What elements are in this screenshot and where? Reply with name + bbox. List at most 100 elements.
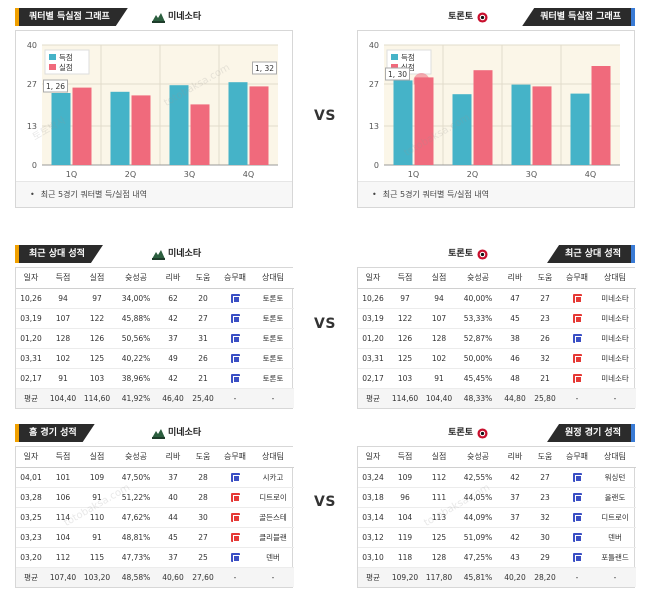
legend-scored-swatch <box>391 54 398 60</box>
win-badge-icon <box>572 293 582 303</box>
opponent-cell: 토론토 <box>252 328 294 349</box>
conceded-bar <box>72 87 92 165</box>
opponent-cell: 디트로이 <box>252 487 294 508</box>
column-header: 상대팀 <box>594 268 636 289</box>
stat-cell: 117,80 <box>422 567 456 587</box>
table-row: 03,19 107 122 45,88% 42 27 토론토 <box>16 308 294 329</box>
average-row: 평균 107,40 103,20 48,58% 40,60 27,60- - <box>16 567 294 587</box>
right-away-title: 원정 경기 성적 <box>547 424 635 442</box>
stat-cell: 122 <box>388 308 422 329</box>
loss-badge-icon <box>572 532 582 542</box>
right-h2h-team-label: 토론토 <box>448 247 489 261</box>
stat-cell: 37 <box>500 507 530 528</box>
opponent-cell: 워싱턴 <box>594 467 636 488</box>
column-header: 일자 <box>358 447 388 468</box>
loss-badge-icon <box>230 552 240 562</box>
stat-cell: 102 <box>46 348 80 369</box>
stat-cell: 125 <box>388 348 422 369</box>
stat-cell: 25,40 <box>188 388 218 408</box>
result-cell <box>218 467 252 488</box>
table-row: 03,24 109 112 42,55% 42 27 워싱턴 <box>358 467 636 488</box>
stat-cell: 114,60 <box>388 388 422 408</box>
right-chart-footnote: • 최근 5경기 쿼터별 득/실점 내역 <box>358 181 634 207</box>
stat-cell: 44 <box>158 507 188 528</box>
legend-scored-swatch <box>49 54 56 60</box>
stat-cell: 03,19 <box>16 308 46 329</box>
stat-cell: 42,55% <box>456 467 500 488</box>
scored-bar <box>511 84 531 165</box>
stat-cell: 03,31 <box>358 348 388 369</box>
y-tick-label: 0 <box>32 161 37 170</box>
conceded-bar <box>414 77 434 165</box>
right-h2h-table: 일자 득점 실점 슛성공 리바 도움 승무패 상대팀 10,26 97 94 40,00% 47 27 미네… <box>358 268 636 408</box>
stat-cell: 45 <box>158 527 188 548</box>
win-badge-icon <box>230 532 240 542</box>
opponent-cell: 토론토 <box>252 368 294 389</box>
x-tick-label: 2Q <box>125 170 136 179</box>
stat-cell: 44,09% <box>456 507 500 528</box>
win-badge-icon <box>230 492 240 502</box>
stat-cell: 30 <box>530 527 560 548</box>
column-header: 실점 <box>422 268 456 289</box>
left-quarter-chart-panel: 쿼터별 득실점 그래프 미네소타 0 13 27 40 1Q 2Q 3Q 4Q 득점 실점 1, 2… <box>15 8 293 208</box>
column-header: 슛성공 <box>114 447 158 468</box>
conceded-bar <box>473 70 493 165</box>
conceded-bar <box>131 95 151 165</box>
loss-badge-icon <box>230 353 240 363</box>
legend-conceded-swatch <box>391 64 398 70</box>
stat-cell: 31 <box>188 328 218 349</box>
result-cell <box>218 487 252 508</box>
stat-cell: 38,96% <box>114 368 158 389</box>
y-tick-label: 0 <box>374 161 379 170</box>
column-header: 리바 <box>500 268 530 289</box>
column-header: 도움 <box>188 268 218 289</box>
right-team-name: 토론토 <box>448 12 473 22</box>
stat-cell: 47,62% <box>114 507 158 528</box>
right-away-header: 토론토 원정 경기 성적 <box>357 424 635 442</box>
stat-cell: 23 <box>530 308 560 329</box>
conceded-bar <box>591 66 611 165</box>
vs-label-1: VS <box>314 108 336 124</box>
loss-badge-icon <box>230 293 240 303</box>
stat-cell: 28,20 <box>530 567 560 587</box>
stat-cell: 45,81% <box>456 567 500 587</box>
right-chart-title: 쿼터별 득실점 그래프 <box>522 8 635 26</box>
opponent-cell: 시카고 <box>252 467 294 488</box>
loss-badge-icon <box>572 552 582 562</box>
tooltip-text: 1, 30 <box>388 70 407 79</box>
win-badge-icon <box>230 512 240 522</box>
column-header: 일자 <box>16 268 46 289</box>
column-header: 상대팀 <box>594 447 636 468</box>
stat-cell: 26 <box>530 328 560 349</box>
scored-bar <box>570 93 590 165</box>
stat-cell: 29 <box>530 547 560 568</box>
opponent-cell: 골든스테 <box>252 507 294 528</box>
column-header: 일자 <box>358 268 388 289</box>
left-h2h-table-box: 일자 득점 실점 슛성공 리바 도움 승무패 상대팀 10,26 94 97 34,00% 62 20 토론… <box>15 267 294 409</box>
table-row: 03,25 114 110 47,62% 44 30 골든스테 <box>16 507 294 528</box>
opponent-cell: 토론토 <box>252 308 294 329</box>
table-row: 03,18 96 111 44,05% 37 23 올랜도 <box>358 487 636 508</box>
stat-cell: 91 <box>422 368 456 389</box>
stat-cell: 42 <box>500 467 530 488</box>
hover-marker <box>413 73 430 89</box>
left-h2h-title: 최근 상대 성적 <box>15 245 103 263</box>
win-badge-icon <box>572 353 582 363</box>
table-row: 03,19 122 107 53,33% 45 23 미네소타 <box>358 308 636 329</box>
result-cell <box>560 527 594 548</box>
stat-cell: 104,40 <box>46 388 80 408</box>
result-cell <box>560 348 594 369</box>
left-chart-footnote-text: 최근 5경기 쿼터별 득/실점 내역 <box>40 190 147 199</box>
stat-cell: 101 <box>46 467 80 488</box>
table-row: 03,31 102 125 40,22% 49 26 토론토 <box>16 348 294 369</box>
right-team-label: 토론토 <box>448 10 489 24</box>
stat-cell: 37 <box>158 547 188 568</box>
opponent-cell: 덴버 <box>594 527 636 548</box>
stat-cell: 126 <box>388 328 422 349</box>
loss-badge-icon <box>230 373 240 383</box>
stat-cell: - <box>218 388 252 408</box>
stat-cell: 47 <box>500 288 530 309</box>
tooltip-text: 1, 26 <box>46 82 65 91</box>
vs-label-2: VS <box>314 316 336 332</box>
stat-cell: 28 <box>188 467 218 488</box>
